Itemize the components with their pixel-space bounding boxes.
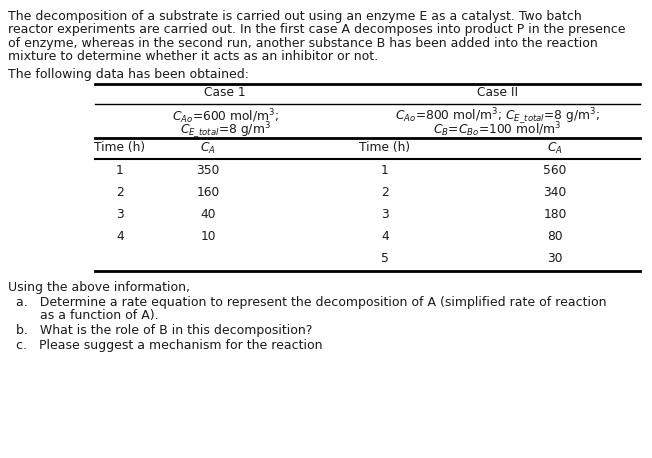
Text: 2: 2	[116, 186, 124, 200]
Text: 160: 160	[196, 186, 220, 200]
Text: 80: 80	[547, 230, 563, 244]
Text: as a function of A).: as a function of A).	[16, 310, 158, 322]
Text: reactor experiments are carried out. In the first case A decomposes into product: reactor experiments are carried out. In …	[8, 23, 625, 37]
Text: 40: 40	[200, 208, 216, 222]
Text: 4: 4	[116, 230, 124, 244]
Text: 4: 4	[381, 230, 389, 244]
Text: 1: 1	[116, 164, 124, 178]
Text: b.   What is the role of B in this decomposition?: b. What is the role of B in this decompo…	[16, 324, 312, 337]
Text: 30: 30	[547, 252, 563, 266]
Text: $C_A$: $C_A$	[547, 141, 563, 156]
Text: Case 1: Case 1	[204, 87, 246, 99]
Text: 560: 560	[543, 164, 567, 178]
Text: c.   Please suggest a mechanism for the reaction: c. Please suggest a mechanism for the re…	[16, 338, 323, 351]
Text: $C_A$: $C_A$	[200, 141, 216, 156]
Text: The following data has been obtained:: The following data has been obtained:	[8, 68, 249, 81]
Text: The decomposition of a substrate is carried out using an enzyme E as a catalyst.: The decomposition of a substrate is carr…	[8, 10, 582, 23]
Text: $C_B$=$C_{Bo}$=100 mol/m$^{3}$: $C_B$=$C_{Bo}$=100 mol/m$^{3}$	[434, 120, 561, 139]
Text: $C_{E\_total}$=8 g/m$^{3}$: $C_{E\_total}$=8 g/m$^{3}$	[179, 120, 271, 141]
Text: Case II: Case II	[477, 87, 518, 99]
Text: a.   Determine a rate equation to represent the decomposition of A (simplified r: a. Determine a rate equation to represen…	[16, 296, 606, 309]
Text: $C_{Ao}$=600 mol/m$^{3}$;: $C_{Ao}$=600 mol/m$^{3}$;	[171, 107, 278, 125]
Text: mixture to determine whether it acts as an inhibitor or not.: mixture to determine whether it acts as …	[8, 50, 378, 64]
Text: 10: 10	[200, 230, 216, 244]
Text: Time (h): Time (h)	[359, 141, 411, 154]
Text: 2: 2	[381, 186, 389, 200]
Text: 340: 340	[543, 186, 567, 200]
Text: 5: 5	[381, 252, 389, 266]
Text: Time (h): Time (h)	[95, 141, 145, 154]
Text: 1: 1	[381, 164, 389, 178]
Text: of enzyme, whereas in the second run, another substance B has been added into th: of enzyme, whereas in the second run, an…	[8, 37, 598, 50]
Text: $C_{Ao}$=800 mol/m$^{3}$; $C_{E\_total}$=8 g/m$^{3}$;: $C_{Ao}$=800 mol/m$^{3}$; $C_{E\_total}$…	[395, 107, 600, 127]
Text: 3: 3	[381, 208, 389, 222]
Text: 3: 3	[116, 208, 124, 222]
Text: 350: 350	[196, 164, 220, 178]
Text: 180: 180	[543, 208, 567, 222]
Text: Using the above information,: Using the above information,	[8, 280, 190, 294]
